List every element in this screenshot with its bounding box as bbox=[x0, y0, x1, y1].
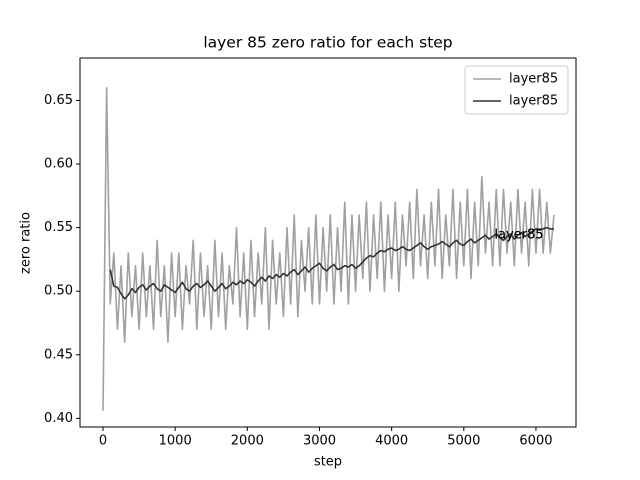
y-tick-label: 0.40 bbox=[44, 411, 73, 426]
legend-label: layer85 bbox=[509, 72, 558, 87]
line-series bbox=[109, 226, 554, 300]
y-tick-label: 0.50 bbox=[44, 284, 73, 299]
line-series bbox=[102, 86, 555, 411]
chart-title: layer 85 zero ratio for each step bbox=[203, 34, 452, 52]
legend-box bbox=[464, 65, 569, 115]
y-tick-label: 0.60 bbox=[44, 157, 73, 172]
plot-frame bbox=[79, 57, 577, 428]
annotation: layer85 bbox=[494, 227, 543, 242]
x-tick-label: 3000 bbox=[303, 434, 336, 449]
x-tick-label: 2000 bbox=[231, 434, 264, 449]
y-tick-label: 0.55 bbox=[44, 220, 73, 235]
x-axis-label: step bbox=[314, 455, 342, 470]
annotation: layer85 bbox=[494, 227, 543, 242]
legend-label: layer85 bbox=[509, 94, 558, 109]
x-tick-label: 5000 bbox=[447, 434, 480, 449]
y-tick-label: 0.45 bbox=[44, 347, 73, 362]
x-tick-label: 0 bbox=[99, 434, 107, 449]
x-tick-label: 4000 bbox=[375, 434, 408, 449]
y-axis-label: zero ratio bbox=[19, 212, 34, 274]
x-tick-label: 1000 bbox=[159, 434, 192, 449]
y-tick-label: 0.65 bbox=[44, 93, 73, 108]
x-tick-label: 6000 bbox=[519, 434, 552, 449]
